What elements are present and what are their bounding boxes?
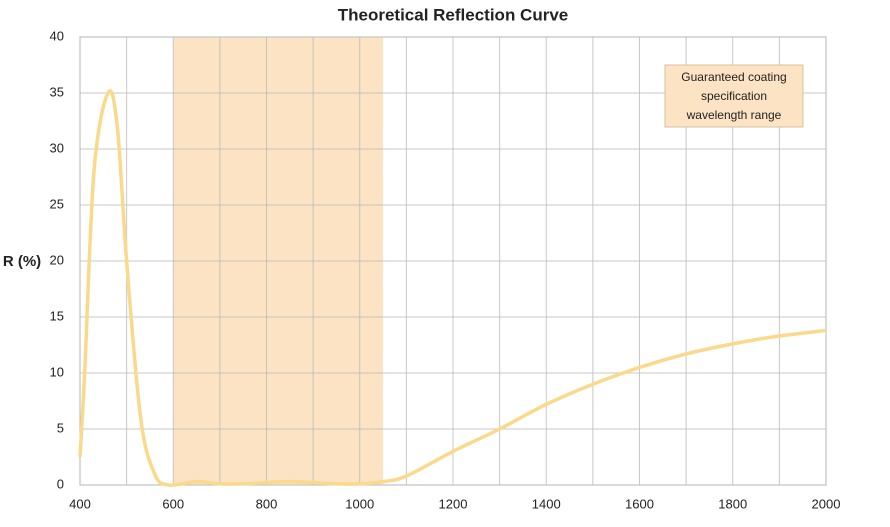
y-tick-label: 0 — [57, 476, 64, 491]
x-tick-label: 600 — [162, 496, 184, 511]
y-tick-label: 40 — [50, 28, 64, 43]
reflection-curve — [78, 89, 827, 487]
chart-title: Theoretical Reflection Curve — [338, 5, 569, 24]
x-tick-label: 2000 — [812, 496, 841, 511]
x-tick-label: 800 — [256, 496, 278, 511]
annotation-text: specification — [701, 89, 767, 103]
y-tick-label: 25 — [50, 196, 64, 211]
y-tick-label: 20 — [50, 252, 64, 267]
x-tick-label: 1400 — [532, 496, 561, 511]
annotation-text: wavelength range — [686, 108, 782, 122]
annotation-box — [664, 64, 804, 128]
x-tick-label: 1200 — [439, 496, 468, 511]
y-tick-label: 15 — [50, 308, 64, 323]
x-tick-label: 1800 — [718, 496, 747, 511]
y-tick-label: 5 — [57, 420, 64, 435]
annotation-text: Guaranteed coating — [681, 70, 786, 84]
x-tick-label: 1000 — [345, 496, 374, 511]
x-tick-label: 1600 — [625, 496, 654, 511]
y-tick-label: 30 — [50, 140, 64, 155]
y-tick-label: 35 — [50, 84, 64, 99]
x-tick-label: 400 — [69, 496, 91, 511]
y-axis-label: R (%) — [3, 253, 41, 270]
y-tick-label: 10 — [50, 364, 64, 379]
